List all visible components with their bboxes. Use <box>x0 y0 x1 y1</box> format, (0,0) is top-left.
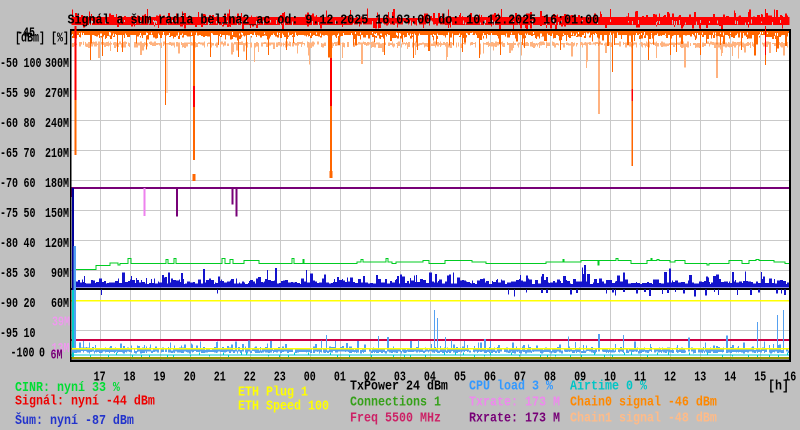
svg-text:180M: 180M <box>45 175 69 191</box>
svg-text:120M: 120M <box>45 235 69 251</box>
svg-text:23: 23 <box>274 369 286 385</box>
svg-text:-85: -85 <box>0 265 18 281</box>
svg-text:Signál a šum radia belina2_ac: Signál a šum radia belina2_ac od: 9.12.2… <box>68 12 600 28</box>
svg-text:240M: 240M <box>45 115 69 131</box>
svg-text:06: 06 <box>484 369 496 385</box>
svg-text:100: 100 <box>24 55 42 71</box>
svg-text:150M: 150M <box>45 205 69 221</box>
svg-text:07: 07 <box>514 369 526 385</box>
svg-text:-45: -45 <box>17 25 35 41</box>
svg-text:0: 0 <box>39 345 45 361</box>
svg-text:Txrate: 173 M: Txrate: 173 M <box>469 394 560 410</box>
svg-text:10: 10 <box>604 369 616 385</box>
svg-text:17: 17 <box>94 369 106 385</box>
svg-text:Chain0 signal -46 dBm: Chain0 signal -46 dBm <box>570 394 717 410</box>
svg-text:12: 12 <box>664 369 676 385</box>
svg-text:13M: 13M <box>52 340 70 356</box>
svg-text:-90: -90 <box>0 295 18 311</box>
svg-text:70: 70 <box>24 145 36 161</box>
svg-text:-70: -70 <box>0 175 18 191</box>
svg-text:-95: -95 <box>0 325 18 341</box>
svg-text:19: 19 <box>154 369 166 385</box>
svg-text:Chain1 signal -48 dBm: Chain1 signal -48 dBm <box>570 410 717 426</box>
svg-text:270M: 270M <box>45 85 69 101</box>
svg-text:90: 90 <box>24 85 36 101</box>
svg-text:09: 09 <box>574 369 586 385</box>
svg-text:80: 80 <box>24 115 36 131</box>
svg-text:13: 13 <box>694 369 706 385</box>
svg-text:-75: -75 <box>0 205 18 221</box>
svg-text:21: 21 <box>214 369 226 385</box>
svg-text:03: 03 <box>394 369 406 385</box>
svg-text:18: 18 <box>124 369 136 385</box>
svg-text:300M: 300M <box>45 55 69 71</box>
svg-text:00: 00 <box>304 369 316 385</box>
svg-text:01: 01 <box>334 369 346 385</box>
svg-text:Connections 1: Connections 1 <box>350 394 441 410</box>
svg-text:Rxrate: 173 M: Rxrate: 173 M <box>469 410 560 426</box>
svg-text:40: 40 <box>24 235 36 251</box>
svg-text:90M: 90M <box>51 265 69 281</box>
svg-text:20: 20 <box>24 295 36 311</box>
svg-text:15: 15 <box>754 369 766 385</box>
svg-text:[h]: [h] <box>768 377 789 393</box>
svg-text:-80: -80 <box>0 235 18 251</box>
svg-text:14: 14 <box>724 369 736 385</box>
svg-text:6M: 6M <box>51 347 63 363</box>
svg-text:60M: 60M <box>51 295 69 311</box>
svg-text:-60: -60 <box>0 115 18 131</box>
svg-text:20: 20 <box>184 369 196 385</box>
svg-text:50: 50 <box>24 205 36 221</box>
svg-text:-100: -100 <box>11 345 35 361</box>
svg-text:05: 05 <box>454 369 466 385</box>
svg-text:-65: -65 <box>0 145 18 161</box>
svg-text:16: 16 <box>784 369 796 385</box>
svg-text:[dBm] [%]: [dBm] [%] <box>15 30 69 46</box>
svg-text:02: 02 <box>364 369 376 385</box>
svg-text:TxPower 24 dBm: TxPower 24 dBm <box>350 378 448 394</box>
svg-text:Šum: nyní -87 dBm: Šum: nyní -87 dBm <box>15 412 134 428</box>
svg-text:08: 08 <box>544 369 556 385</box>
svg-text:CINR: nyní 33 %: CINR: nyní 33 % <box>15 379 120 395</box>
svg-text:30: 30 <box>24 265 36 281</box>
svg-text:Freq 5500 MHz: Freq 5500 MHz <box>350 410 441 426</box>
svg-text:04: 04 <box>424 369 436 385</box>
svg-text:210M: 210M <box>45 145 69 161</box>
svg-text:-50: -50 <box>0 55 18 71</box>
svg-text:22: 22 <box>244 369 256 385</box>
svg-text:Airtime 0 %: Airtime 0 % <box>570 378 647 394</box>
svg-text:ETH Plug 1: ETH Plug 1 <box>238 384 308 400</box>
svg-text:60: 60 <box>24 175 36 191</box>
svg-text:-55: -55 <box>0 85 18 101</box>
svg-text:10: 10 <box>24 325 36 341</box>
svg-text:39M: 39M <box>52 314 70 330</box>
svg-text:CPU load 3 %: CPU load 3 % <box>469 378 553 394</box>
svg-text:ETH Speed 100: ETH Speed 100 <box>238 398 329 414</box>
svg-text:11: 11 <box>634 369 646 385</box>
svg-text:Signál: nyní -44 dBm: Signál: nyní -44 dBm <box>15 392 155 408</box>
